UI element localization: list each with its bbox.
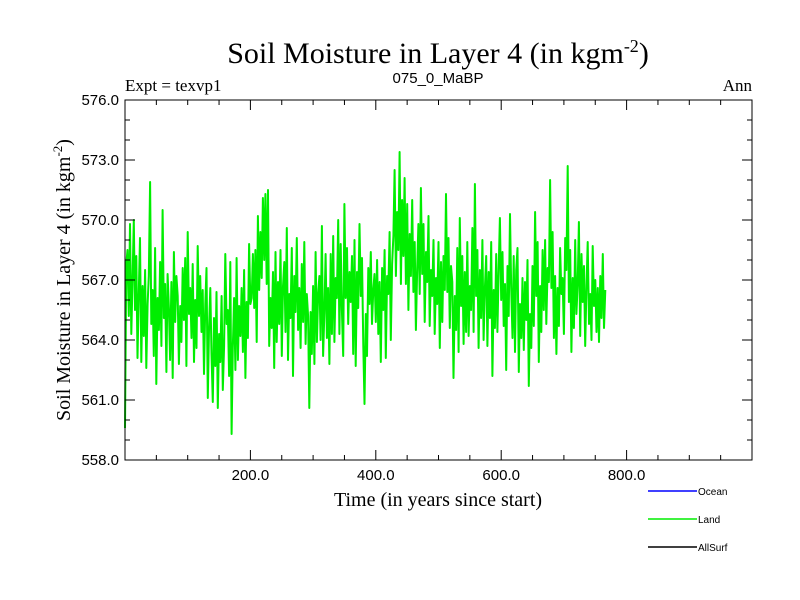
x-axis-label: Time (in years since start) — [334, 489, 542, 511]
y-tick-label: 570.0 — [81, 212, 119, 229]
x-tick-label: 400.0 — [357, 467, 395, 484]
chart-title-exponent: -2 — [624, 36, 639, 56]
subtitle-season: Ann — [723, 76, 753, 95]
y-tick-label: 561.0 — [81, 392, 119, 409]
legend-label-allsurf: AllSurf — [698, 543, 728, 554]
legend: Ocean Land AllSurf — [648, 487, 728, 554]
y-tick-label: 567.0 — [81, 272, 119, 289]
x-tick-label: 800.0 — [608, 467, 646, 484]
y-tick-label: 576.0 — [81, 92, 119, 109]
chart-title-close: ) — [639, 37, 649, 70]
x-tick-label: 600.0 — [482, 467, 520, 484]
series-line-land — [124, 151, 607, 435]
y-tick-label: 558.0 — [81, 452, 119, 469]
legend-label-land: Land — [698, 515, 720, 526]
y-axis-label: Soil Moisture in Layer 4 (in kgm-2) — [50, 139, 75, 421]
y-axis-label-close: ) — [53, 139, 75, 146]
subtitle-experiment: Expt = texvp1 — [125, 76, 221, 95]
series-layer — [124, 151, 607, 435]
subtitle-period: 075_0_MaBP — [393, 70, 484, 87]
legend-label-ocean: Ocean — [698, 487, 727, 498]
y-axis-ticks: 558.0 561.0 564.0 567.0 570.0 573.0 576.0 — [81, 92, 752, 469]
chart-title-main: Soil Moisture in Layer 4 (in kgm — [227, 37, 624, 70]
x-axis-ticks: 200.0 400.0 600.0 800.0 — [155, 100, 722, 484]
y-axis-label-main: Soil Moisture in Layer 4 (in kgm — [53, 156, 75, 421]
y-tick-label: 573.0 — [81, 152, 119, 169]
x-tick-label: 200.0 — [232, 467, 270, 484]
chart-title: Soil Moisture in Layer 4 (in kgm-2) — [227, 36, 649, 70]
y-tick-label: 564.0 — [81, 332, 119, 349]
y-axis-label-exponent: -2 — [50, 146, 65, 157]
